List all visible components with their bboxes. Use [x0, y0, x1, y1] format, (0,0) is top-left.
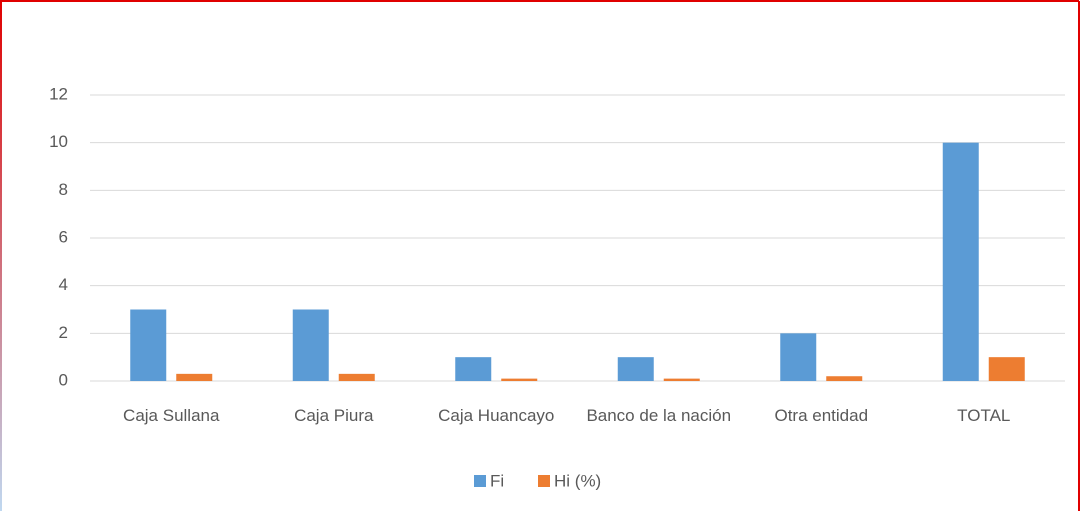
bar	[942, 142, 979, 381]
bar	[663, 378, 700, 381]
x-tick-label: TOTAL	[957, 406, 1011, 425]
x-tick-label: Banco de la nación	[586, 406, 732, 425]
y-tick-label: 0	[59, 370, 68, 389]
x-tick-label: Caja Huancayo	[438, 406, 555, 425]
bar	[455, 357, 492, 381]
bar	[501, 378, 538, 381]
y-tick-label: 4	[59, 275, 68, 294]
legend-swatch	[474, 475, 486, 487]
bar	[826, 376, 863, 381]
x-tick-label: Otra entidad	[774, 406, 869, 425]
frame-left	[0, 0, 2, 511]
x-tick-label: Caja Sullana	[123, 406, 220, 425]
y-tick-label: 10	[49, 132, 68, 151]
bar	[338, 373, 375, 381]
x-tick-label: Caja Piura	[294, 406, 374, 425]
y-tick-label: 6	[59, 227, 68, 246]
legend-swatch	[538, 475, 550, 487]
y-tick-label: 8	[59, 180, 68, 199]
bar	[176, 373, 213, 381]
bar	[292, 309, 329, 381]
bar	[780, 333, 817, 381]
y-tick-label: 2	[59, 323, 68, 342]
bar	[130, 309, 167, 381]
bar	[617, 357, 654, 381]
bar	[988, 357, 1025, 381]
legend-label: Fi	[490, 471, 504, 490]
legend-label: Hi (%)	[554, 471, 601, 490]
y-tick-label: 12	[49, 84, 68, 103]
